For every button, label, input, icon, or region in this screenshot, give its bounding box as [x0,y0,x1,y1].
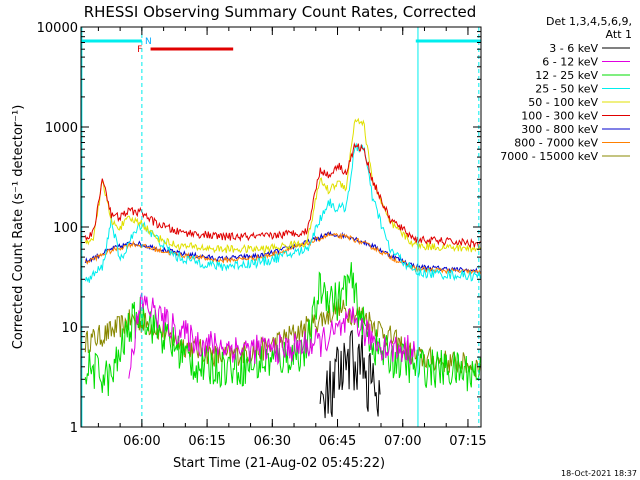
y-tick-label: 10000 [37,21,78,36]
y-tick-label: 1 [70,421,78,436]
series-line [84,142,481,283]
x-tick-label: 06:00 [123,434,160,449]
flag-marker: F [137,45,142,55]
series-line [84,117,481,255]
legend-header: Att 1 [606,28,632,41]
legend-label: 6 - 12 keV [542,56,598,69]
flag-marker: N [145,37,152,47]
x-tick-label: 06:15 [188,434,225,449]
legend-label: 300 - 800 keV [521,123,598,136]
y-tick-label: 100 [53,221,78,236]
y-axis-label: Corrected Count Rate (s⁻¹ detector⁻¹) [11,105,26,350]
legend-label: 800 - 7000 keV [514,137,598,150]
series-line [128,292,416,379]
series-line [84,262,481,397]
x-axis-label: Start Time (21-Aug-02 05:45:22) [173,456,385,471]
legend-label: 50 - 100 keV [528,96,598,109]
x-tick-label: 07:15 [449,434,486,449]
legend-header: Det 1,3,4,5,6,9, [546,15,632,28]
legend-label: 25 - 50 keV [535,83,598,96]
series-line [319,329,381,419]
axes: 1 10 100 1000 10000 06:00 06:15 06:30 06:45 07:00… [37,21,487,449]
legend-label: 3 - 6 keV [549,42,598,55]
plot-lines [84,117,481,419]
series-line [84,142,481,249]
x-tick-label: 06:45 [319,434,356,449]
x-tick-label: 06:30 [254,434,291,449]
legend-label: 7000 - 15000 keV [500,150,598,163]
series-line [84,231,481,277]
y-tick-label: 1000 [45,121,78,136]
y-tick-label: 10 [61,321,78,336]
footer-timestamp: 18-Oct-2021 18:37 [561,469,637,478]
x-tick-label: 07:00 [384,434,421,449]
series-line [84,298,481,378]
legend-label: 12 - 25 keV [535,69,598,82]
chart-title: RHESSI Observing Summary Count Rates, Co… [84,3,477,21]
legend-label: 100 - 300 keV [521,110,598,123]
